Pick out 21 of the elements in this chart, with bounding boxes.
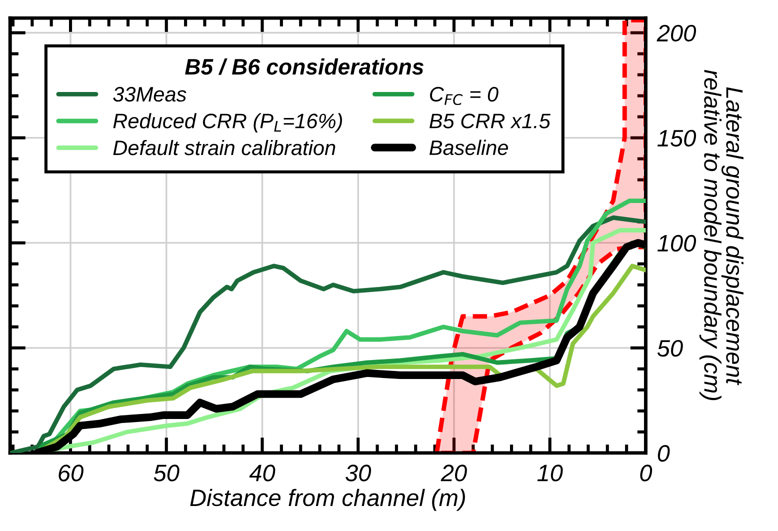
- legend-label: C$_{FC}$ = 0: [430, 86, 498, 106]
- legend-label: Default strain calibration: [113, 140, 336, 156]
- y-tick-label: 50: [657, 340, 683, 357]
- x-axis-title: Distance from channel (m): [190, 488, 465, 511]
- y-axis-title: Lateral ground displacement relative to model boundary (cm): [699, 70, 744, 400]
- legend-label: Baseline: [430, 140, 508, 156]
- legend-title: B5 / B6 considerations: [185, 58, 424, 75]
- y-tick-label: 0: [658, 445, 670, 462]
- x-tick-label: 20: [440, 464, 467, 482]
- y-tick-label: 200: [656, 24, 696, 42]
- y-tick-label: 100: [657, 234, 696, 252]
- x-tick-label: 50: [154, 464, 180, 482]
- x-tick-label: 10: [537, 464, 563, 482]
- x-tick-label: 30: [346, 464, 372, 482]
- legend-label: Reduced CRR (P$_{L}$=16%): [113, 113, 342, 132]
- x-tick-label: 40: [249, 464, 276, 482]
- y-tick-label: 150: [657, 130, 696, 147]
- legend-label: B5 CRR x1.5: [430, 114, 550, 128]
- x-tick-label: 60: [58, 464, 84, 482]
- x-tick-label: 0: [640, 464, 652, 482]
- legend-label: 33Meas: [113, 86, 186, 102]
